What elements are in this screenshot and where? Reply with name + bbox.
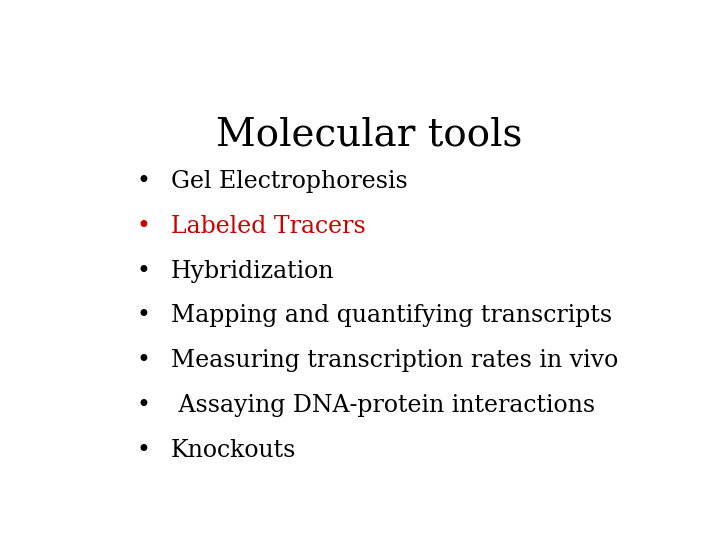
Text: •: • [136, 439, 150, 462]
Text: Hybridization: Hybridization [171, 260, 334, 282]
Text: •: • [136, 260, 150, 282]
Text: Labeled Tracers: Labeled Tracers [171, 214, 366, 238]
Text: Measuring transcription rates in vivo: Measuring transcription rates in vivo [171, 349, 618, 373]
Text: •: • [136, 394, 150, 417]
Text: •: • [136, 214, 150, 238]
Text: Mapping and quantifying transcripts: Mapping and quantifying transcripts [171, 305, 612, 327]
Text: •: • [136, 349, 150, 373]
Text: •: • [136, 305, 150, 327]
Text: Assaying DNA-protein interactions: Assaying DNA-protein interactions [171, 394, 595, 417]
Text: Molecular tools: Molecular tools [216, 117, 522, 154]
Text: •: • [136, 170, 150, 193]
Text: Gel Electrophoresis: Gel Electrophoresis [171, 170, 408, 193]
Text: Knockouts: Knockouts [171, 439, 297, 462]
